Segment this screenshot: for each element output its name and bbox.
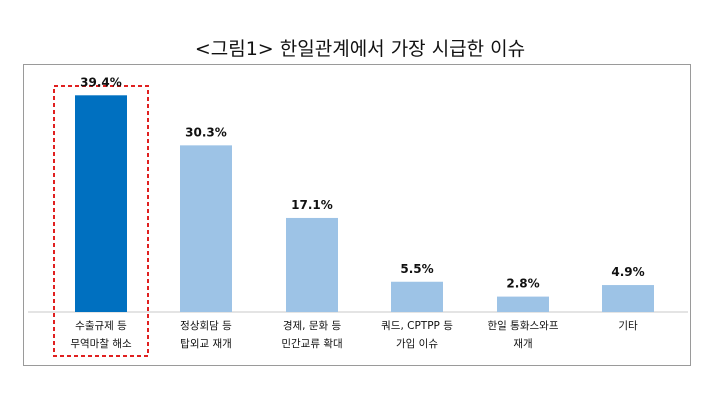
category-tick-label: 무역마찰 해소 <box>70 337 132 350</box>
chart-title: <그림1> 한일관계에서 가장 시급한 이슈 <box>194 38 526 60</box>
bar <box>180 145 232 312</box>
bar <box>391 281 443 312</box>
data-label: 4.9% <box>611 265 644 279</box>
bar <box>286 217 338 312</box>
data-label: 17.1% <box>291 198 333 212</box>
category-tick-label: 기타 <box>618 320 638 332</box>
bar <box>602 285 654 312</box>
category-tick-label: 한일 통화스와프 <box>488 319 559 332</box>
category-tick-label: 재개 <box>513 338 532 350</box>
data-label: 2.8% <box>506 277 539 291</box>
category-tick-label: 가입 이슈 <box>396 337 438 350</box>
category-tick-label: 민간교류 확대 <box>281 337 342 350</box>
category-tick-label: 수출규제 등 <box>75 320 127 332</box>
chart-frame <box>23 64 691 366</box>
bar <box>497 296 549 312</box>
data-label: 5.5% <box>400 262 433 276</box>
data-label: 30.3% <box>185 125 227 139</box>
category-tick-label: 탑외교 재개 <box>180 338 232 350</box>
category-tick-label: 정상회담 등 <box>180 320 232 332</box>
bar <box>75 95 127 312</box>
data-label: 39.4% <box>80 75 122 89</box>
category-tick-label: 쿼드, CPTPP 등 <box>381 320 453 332</box>
category-tick-label: 경제, 문화 등 <box>283 319 342 332</box>
